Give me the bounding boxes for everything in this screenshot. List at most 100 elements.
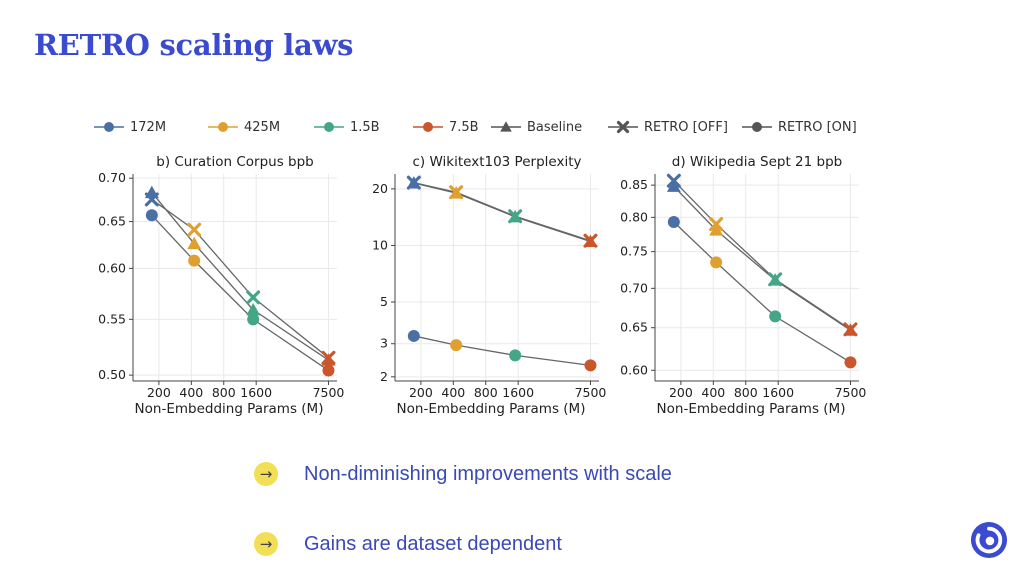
legend-item: 1.5B: [314, 116, 380, 138]
chart-title: b) Curation Corpus bpb: [156, 154, 313, 170]
y-tick-label: 0.70: [98, 170, 126, 185]
slide-title: RETRO scaling laws: [34, 28, 354, 62]
y-tick-label: 3: [380, 336, 388, 351]
x-tick-label: 400: [441, 385, 465, 400]
legend-marker: [491, 121, 521, 132]
x-tick-label: 1600: [762, 385, 794, 400]
legend-marker: [94, 122, 124, 132]
data-point: [247, 313, 260, 326]
y-tick-label: 0.60: [620, 362, 648, 377]
y-tick-label: 0.60: [98, 260, 126, 275]
x-tick-label: 400: [179, 385, 203, 400]
legend-label: 425M: [244, 119, 281, 135]
x-tick-label: 800: [212, 385, 236, 400]
y-tick-label: 10: [372, 237, 388, 252]
legend-marker: [413, 122, 443, 132]
x-tick-label: 800: [474, 385, 498, 400]
y-tick-label: 0.75: [620, 244, 648, 259]
series-line: [673, 180, 851, 330]
x-axis-label: Non-Embedding Params (M): [397, 401, 586, 417]
bullet-item: → Non-diminishing improvements with scal…: [254, 462, 672, 486]
series-line: [673, 221, 851, 363]
x-tick-label: 7500: [575, 385, 607, 400]
data-point: [768, 272, 783, 287]
series-line: [151, 192, 329, 361]
legend-item: RETRO [ON]: [742, 116, 857, 138]
data-point: [450, 339, 463, 352]
x-tick-label: 1600: [240, 385, 272, 400]
legend-item: 172M: [94, 116, 166, 138]
chart-title: c) Wikitext103 Perplexity: [413, 154, 582, 170]
x-axis-label: Non-Embedding Params (M): [657, 401, 846, 417]
bullet-item: → Gains are dataset dependent: [254, 532, 562, 556]
data-point: [584, 359, 597, 372]
chart-legend: 172M 425M 1.5B 7.5B Baseline RETRO [OFF] RETRO…: [94, 116, 894, 138]
legend-item: Baseline: [491, 116, 582, 138]
data-point: [407, 329, 420, 342]
x-tick-label: 7500: [313, 385, 345, 400]
legend-item: 425M: [208, 116, 280, 138]
x-tick-label: 1600: [502, 385, 534, 400]
data-point: [246, 290, 261, 305]
legend-label: RETRO [ON]: [778, 119, 857, 135]
x-tick-label: 200: [147, 385, 171, 400]
chart-curation-corpus: 0.50 0.55 0.60 0.65 0.70 200 400 800 1600 7500 b) …: [98, 154, 345, 417]
data-point: [709, 223, 724, 236]
y-tick-label: 20: [372, 181, 388, 196]
chart-title: d) Wikipedia Sept 21 bpb: [672, 154, 842, 170]
data-point: [769, 310, 782, 323]
legend-label: RETRO [OFF]: [644, 119, 728, 135]
data-point: [666, 173, 681, 188]
data-point: [843, 322, 858, 337]
data-point: [583, 233, 598, 248]
data-point: [406, 175, 421, 190]
legend-item: 7.5B: [413, 116, 479, 138]
data-point: [145, 209, 158, 222]
x-tick-label: 800: [734, 385, 758, 400]
y-tick-label: 2: [380, 369, 388, 384]
chart-wikitext103: 2 3 5 10 20 200 400 800 1600 7500 c) Wikitext103 P…: [372, 154, 607, 417]
arrow-right-icon: →: [254, 462, 278, 486]
legend-marker: [742, 122, 772, 132]
data-point: [509, 349, 522, 362]
y-tick-label: 0.55: [98, 311, 126, 326]
x-tick-label: 200: [409, 385, 433, 400]
legend-label: 1.5B: [350, 119, 380, 135]
data-point: [321, 350, 336, 365]
x-tick-label: 200: [669, 385, 693, 400]
x-axis-label: Non-Embedding Params (M): [135, 401, 324, 417]
data-point: [449, 185, 464, 200]
legend-label: 172M: [130, 119, 167, 135]
series-line: [673, 185, 851, 331]
y-tick-label: 0.80: [620, 209, 648, 224]
data-point: [188, 254, 201, 267]
series-line: [413, 335, 591, 367]
legend-marker: [314, 122, 344, 132]
legend-item: RETRO [OFF]: [608, 116, 728, 138]
data-point: [322, 364, 335, 377]
y-tick-label: 0.85: [620, 177, 648, 192]
data-point: [666, 179, 681, 192]
data-point: [844, 356, 857, 369]
bullet-text: Non-diminishing improvements with scale: [304, 462, 672, 485]
data-point: [246, 302, 261, 316]
data-point: [144, 192, 159, 207]
x-tick-label: 400: [701, 385, 725, 400]
data-point: [187, 236, 202, 250]
y-tick-label: 0.65: [98, 214, 126, 229]
deepmind-logo-icon: [970, 521, 1008, 559]
legend-marker: [208, 122, 238, 132]
legend-label: Baseline: [527, 119, 583, 135]
data-point: [508, 209, 523, 224]
data-point: [710, 256, 723, 269]
legend-marker: [608, 120, 638, 134]
data-point: [667, 216, 680, 229]
series-line: [151, 198, 329, 359]
data-point: [187, 222, 202, 237]
arrow-right-icon: →: [254, 532, 278, 556]
series-line: [151, 214, 329, 371]
chart-wikipedia: 0.60 0.65 0.70 0.75 0.80 0.85 200 400 800 1600 750…: [620, 154, 866, 417]
y-tick-label: 0.50: [98, 367, 126, 382]
series-line: [413, 181, 591, 242]
y-tick-label: 5: [380, 294, 388, 309]
